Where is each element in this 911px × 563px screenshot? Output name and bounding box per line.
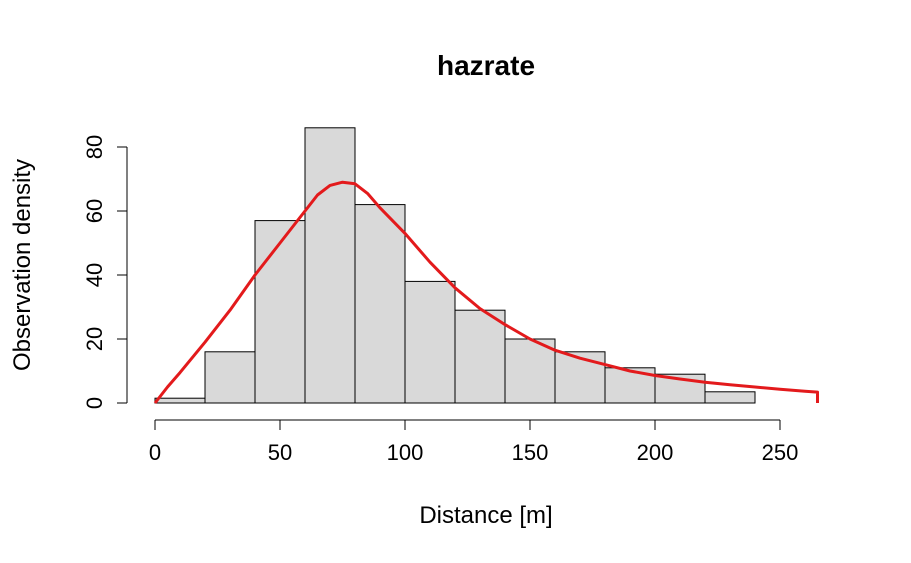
histogram-bar [704,391,756,404]
histogram-bar [154,397,206,404]
x-tick-label: 50 [268,440,292,465]
histogram-bar [454,309,506,404]
y-tick-label: 20 [82,327,107,351]
fitted-curve-line [153,180,819,404]
fitted-curve [153,180,819,404]
y-tick-label: 60 [82,199,107,223]
histogram-bar [404,280,456,404]
x-tick-label: 100 [387,440,424,465]
x-tick-label: 0 [149,440,161,465]
histogram-bar [204,351,256,404]
y-tick-label: 0 [82,397,107,409]
x-tick-label: 250 [762,440,799,465]
x-tick-label: 200 [637,440,674,465]
x-axis: 0 50 100 150 200 250 [149,419,799,465]
histogram-bar [504,338,556,404]
histogram-bars [154,127,756,404]
histogram-bar [354,204,406,404]
chart-title: hazrate [437,50,535,81]
y-tick-label: 40 [82,263,107,287]
y-axis: 0 20 40 60 80 [82,135,128,409]
y-axis-label: Observation density [9,159,36,371]
histogram-bar [254,220,306,404]
histogram-bar [304,127,356,404]
x-axis-label: Distance [m] [419,502,552,529]
y-tick-label: 80 [82,135,107,159]
x-tick-label: 150 [512,440,549,465]
histogram-bar [554,351,606,404]
